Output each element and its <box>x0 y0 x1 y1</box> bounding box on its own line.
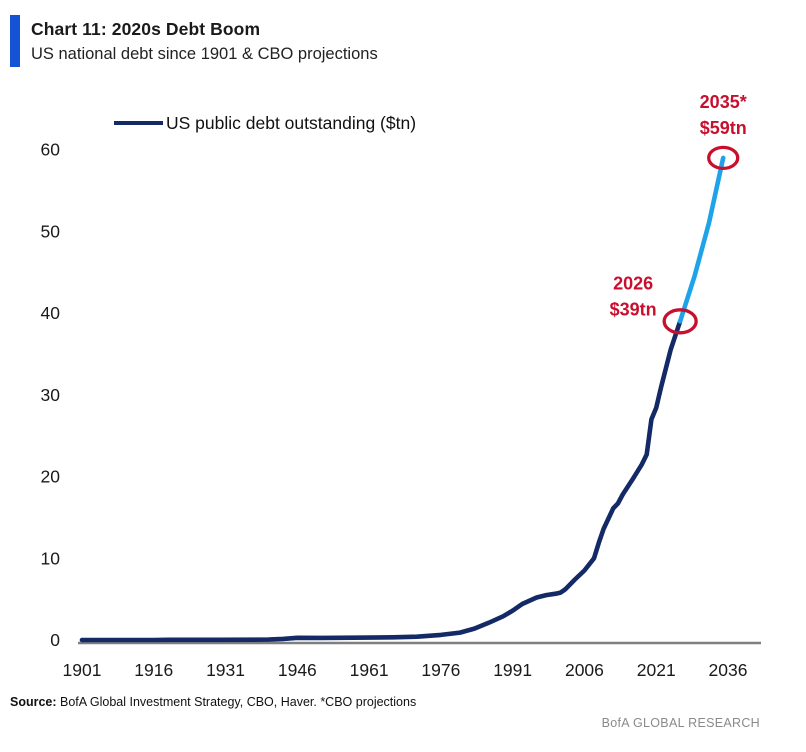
x-tick-label: 1901 <box>63 660 102 680</box>
y-tick-label: 50 <box>41 221 61 241</box>
annotation-year-label: 2035* <box>700 92 747 112</box>
series-line-historical <box>79 318 683 643</box>
x-tick-label: 1931 <box>206 660 245 680</box>
title-accent-bar <box>10 15 20 67</box>
legend-label: US public debt outstanding ($tn) <box>166 112 417 133</box>
source-text: BofA Global Investment Strategy, CBO, Ha… <box>56 695 417 709</box>
x-tick-label: 1961 <box>350 660 389 680</box>
x-tick-label: 2006 <box>565 660 604 680</box>
source-note: Source: BofA Global Investment Strategy,… <box>10 695 416 709</box>
annotation-year-label: 2026 <box>613 273 653 293</box>
x-tick-label: 2036 <box>709 660 748 680</box>
x-tick-label: 2021 <box>637 660 676 680</box>
y-tick-label: 20 <box>41 467 61 487</box>
y-tick-label: 10 <box>41 548 61 568</box>
x-tick-label: 1991 <box>493 660 532 680</box>
x-tick-label: 1976 <box>421 660 460 680</box>
annotation-value-label: $59tn <box>700 118 747 138</box>
chart-subtitle: US national debt since 1901 & CBO projec… <box>31 45 378 63</box>
y-tick-label: 0 <box>50 630 60 650</box>
annotation-circle-2026 <box>662 308 698 335</box>
legend: US public debt outstanding ($tn) <box>114 112 416 134</box>
annotation-value-label: $39tn <box>610 299 657 319</box>
chart-title: Chart 11: 2020s Debt Boom <box>31 19 261 39</box>
brand-mark: BofA GLOBAL RESEARCH <box>601 716 760 730</box>
y-tick-label: 40 <box>41 303 61 323</box>
series-line-projection <box>677 155 726 324</box>
source-label: Source: <box>10 695 57 709</box>
y-tick-label: 30 <box>41 385 61 405</box>
annotation-circle-2035 <box>707 145 740 171</box>
legend-line-swatch <box>114 121 163 125</box>
x-tick-label: 1916 <box>134 660 173 680</box>
y-tick-label: 60 <box>41 140 61 160</box>
x-tick-label: 1946 <box>278 660 317 680</box>
